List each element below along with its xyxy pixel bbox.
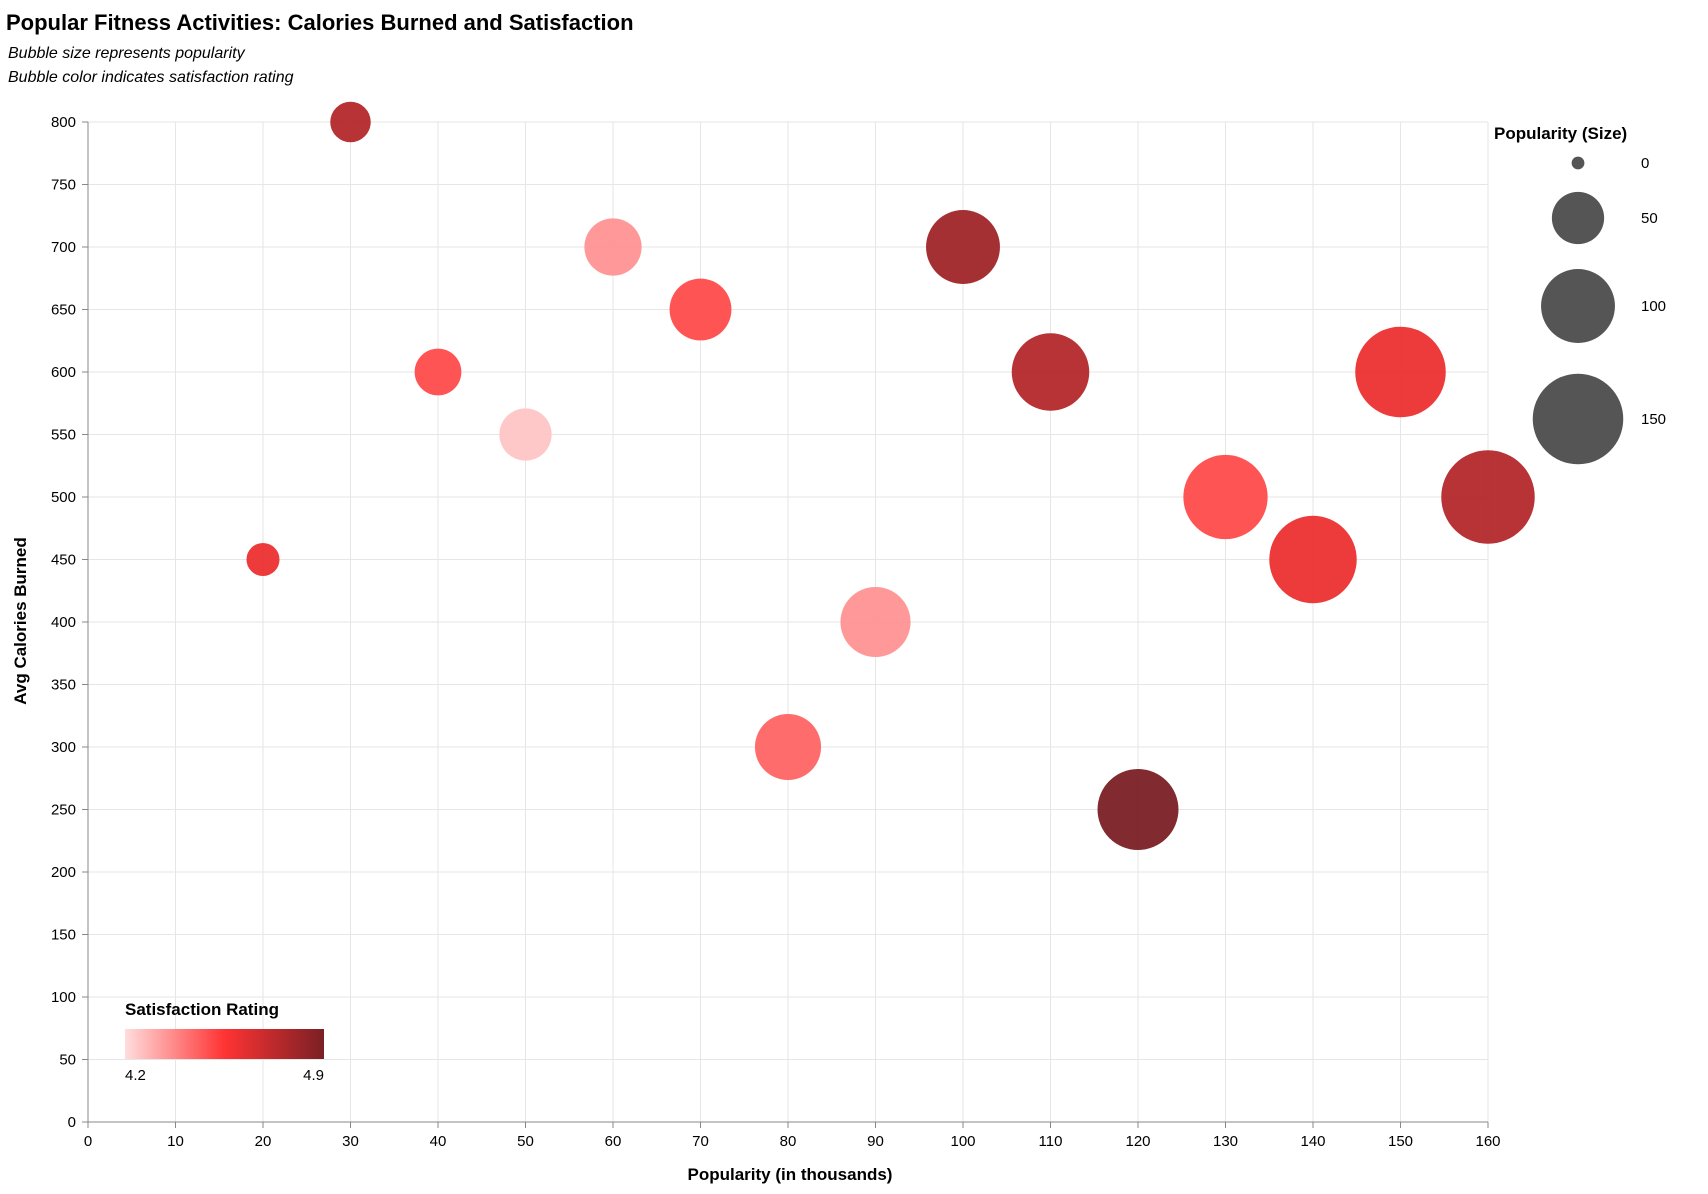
x-tick-label: 10 bbox=[167, 1133, 184, 1150]
y-tick-label: 200 bbox=[51, 864, 76, 881]
y-tick-label: 700 bbox=[51, 239, 76, 256]
x-tick-label: 140 bbox=[1300, 1133, 1325, 1150]
data-bubble bbox=[1011, 333, 1090, 411]
y-tick-label: 550 bbox=[51, 427, 76, 444]
y-tick-label: 100 bbox=[51, 989, 76, 1006]
data-bubble bbox=[926, 210, 1000, 284]
size-legend-swatch bbox=[1551, 191, 1605, 245]
grid-lines bbox=[87, 121, 1489, 1123]
axes: 0 10 20 30 40 50 60 70 80 90 100 110 120 130 140 150 160… bbox=[51, 114, 1501, 1150]
size-legend-title: Popularity (Size) bbox=[1494, 124, 1627, 143]
x-tick-label: 0 bbox=[84, 1133, 92, 1150]
x-tick-label: 70 bbox=[692, 1133, 709, 1150]
color-legend-gradient bbox=[125, 1029, 324, 1059]
size-legend: Popularity (Size) 0 50 100 150 bbox=[1494, 124, 1666, 465]
data-bubble bbox=[584, 218, 642, 276]
x-axis-title: Popularity (in thousands) bbox=[688, 1165, 893, 1184]
data-bubble bbox=[330, 101, 371, 143]
x-tick-label: 60 bbox=[605, 1133, 622, 1150]
x-tick-label: 30 bbox=[342, 1133, 359, 1150]
color-legend-title: Satisfaction Rating bbox=[125, 1000, 279, 1019]
x-tick-label: 130 bbox=[1213, 1133, 1238, 1150]
data-bubble bbox=[1269, 515, 1357, 604]
y-tick-label: 50 bbox=[59, 1052, 76, 1069]
y-tick-label: 400 bbox=[51, 614, 76, 631]
y-tick-label: 0 bbox=[68, 1114, 76, 1131]
y-tick-label: 600 bbox=[51, 364, 76, 381]
x-tick-label: 160 bbox=[1475, 1133, 1500, 1150]
bubble-series bbox=[246, 101, 1535, 850]
chart-subtitle-line-2: Bubble color indicates satisfaction rati… bbox=[8, 69, 294, 86]
y-tick-label: 150 bbox=[51, 927, 76, 944]
size-legend-label: 100 bbox=[1641, 298, 1666, 315]
y-tick-label: 250 bbox=[51, 802, 76, 819]
x-tick-label: 50 bbox=[517, 1133, 534, 1150]
color-legend-max-label: 4.9 bbox=[303, 1067, 324, 1084]
chart-subtitle-line-1: Bubble size represents popularity bbox=[8, 45, 246, 62]
x-tick-label: 120 bbox=[1125, 1133, 1150, 1150]
chart-title: Popular Fitness Activities: Calories Bur… bbox=[6, 10, 634, 35]
data-bubble bbox=[414, 348, 462, 396]
y-axis-title: Avg Calories Burned bbox=[11, 537, 30, 705]
y-tick-label: 450 bbox=[51, 552, 76, 569]
x-tick-label: 40 bbox=[430, 1133, 447, 1150]
x-tick-label: 150 bbox=[1388, 1133, 1413, 1150]
x-tick-label: 90 bbox=[867, 1133, 884, 1150]
x-tick-label: 110 bbox=[1039, 1133, 1063, 1150]
data-bubble bbox=[669, 278, 732, 341]
data-bubble bbox=[1355, 326, 1446, 418]
size-legend-label: 150 bbox=[1641, 411, 1666, 428]
y-tick-label: 350 bbox=[51, 677, 76, 694]
data-bubble bbox=[1183, 454, 1268, 540]
data-bubble bbox=[499, 408, 552, 461]
y-tick-label: 800 bbox=[51, 114, 76, 131]
data-bubble bbox=[246, 542, 280, 577]
size-legend-swatch bbox=[1541, 269, 1615, 343]
data-bubble bbox=[754, 713, 822, 781]
y-tick-label: 750 bbox=[51, 177, 76, 194]
size-legend-swatch bbox=[1532, 373, 1624, 465]
x-tick-label: 100 bbox=[950, 1133, 975, 1150]
y-tick-label: 300 bbox=[51, 739, 76, 756]
x-tick-label: 20 bbox=[255, 1133, 272, 1150]
x-tick-label: 80 bbox=[780, 1133, 797, 1150]
data-bubble bbox=[1441, 450, 1535, 544]
size-legend-swatch bbox=[1571, 156, 1585, 170]
y-tick-label: 500 bbox=[51, 489, 76, 506]
data-bubble bbox=[1097, 769, 1179, 850]
size-legend-label: 0 bbox=[1641, 155, 1649, 172]
color-legend-min-label: 4.2 bbox=[125, 1067, 146, 1084]
color-legend: Satisfaction Rating 4.2 4.9 bbox=[125, 1000, 324, 1084]
y-tick-label: 650 bbox=[51, 302, 76, 319]
data-bubble bbox=[840, 586, 911, 658]
size-legend-label: 50 bbox=[1641, 210, 1658, 227]
